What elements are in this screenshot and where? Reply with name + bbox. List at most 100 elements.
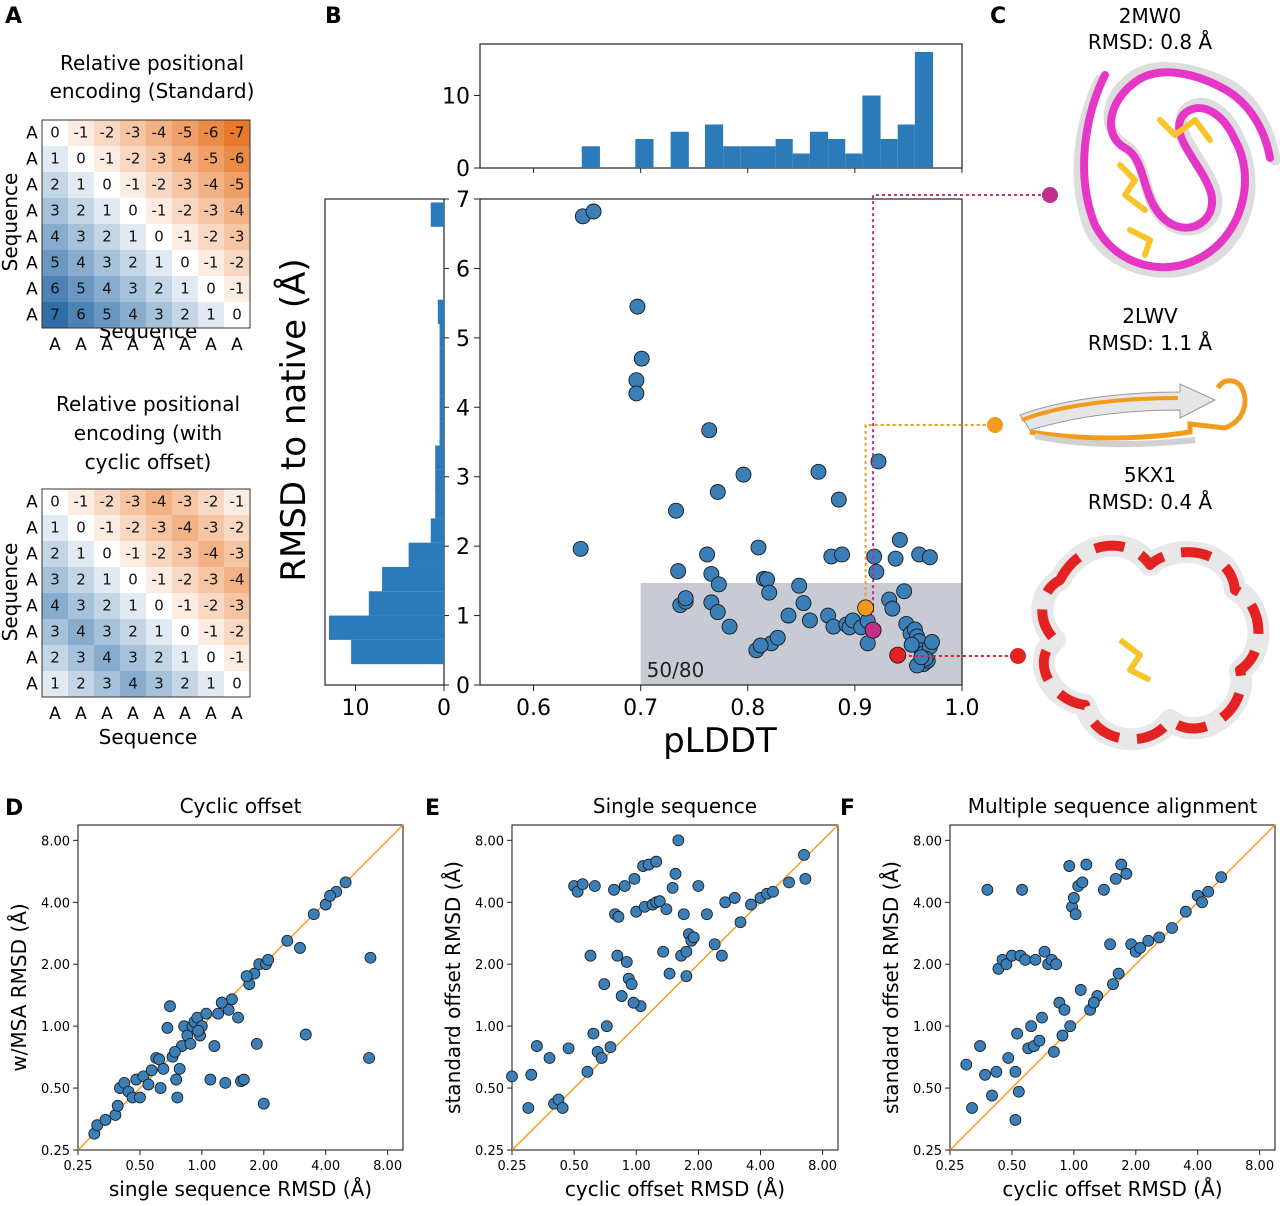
histogram-left-bar: [437, 299, 444, 324]
matrix-cell: [68, 619, 94, 645]
scatter-frame: [511, 824, 839, 1151]
scatter-xlabel: single sequence RMSD (Å): [109, 1177, 372, 1201]
scatter-point: [543, 1052, 556, 1064]
matrix-cell: [146, 671, 172, 697]
matrix-cell-value: 3: [50, 571, 60, 589]
scatter-xtick-label: 2.00: [684, 1159, 713, 1174]
matrix-cell: [146, 515, 172, 541]
matrix-cell-value: 3: [50, 623, 60, 641]
histogram-top-bar: [670, 131, 689, 168]
matrix-cell: [198, 489, 224, 515]
scatter-b-point: [628, 385, 645, 402]
scatter-point: [1033, 1034, 1046, 1047]
panel-label-b: B: [325, 4, 342, 29]
histogram-top-bar: [880, 139, 898, 168]
scatter-point: [1064, 1020, 1077, 1033]
scatter-point: [1063, 860, 1076, 872]
histogram-top-bar: [775, 139, 793, 168]
histogram-left-bar: [329, 615, 444, 640]
matrix-cell-value: -3: [152, 150, 167, 168]
matrix-cell-value: -1: [204, 254, 219, 272]
matrix-cell: [68, 224, 94, 250]
scatter-ytick-label: 2.00: [913, 958, 942, 973]
scatter-point: [680, 970, 693, 983]
scatter-point: [506, 1070, 518, 1083]
scatter-b-ytick-label: 7: [456, 188, 470, 213]
matrix-cell-value: 4: [102, 649, 112, 667]
scatter-b-ytick-label: 0: [456, 674, 470, 699]
scatter-b-xtick-label: 0.9: [837, 696, 872, 721]
scatter-ylabel: standard offset RMSD (Å): [879, 861, 903, 1114]
scatter-title: Multiple sequence alignment: [968, 794, 1258, 818]
histogram-top-ytick-label: 0: [456, 157, 470, 182]
scatter-cyclic-offset: 0.250.25 0.50 0.50 1.00 1.00 2.00 2.00 4.00 4.00…: [7, 794, 404, 1201]
scatter-point: [262, 953, 275, 966]
scatter-b-point: [868, 563, 885, 580]
histogram-top-bar: [704, 124, 724, 168]
matrix-cell: [94, 302, 120, 328]
matrix-cell-value: -1: [152, 202, 167, 220]
scatter-b-point: [810, 463, 827, 480]
histogram-top-bar: [740, 146, 759, 168]
matrix-cell: [198, 224, 224, 250]
matrix-cell: [146, 645, 172, 671]
scatter-point: [192, 1024, 205, 1037]
scatter-point: [1029, 953, 1042, 966]
scatter-point: [960, 1058, 973, 1071]
scatter-point: [618, 880, 631, 892]
matrix-cell-value: -3: [178, 545, 193, 563]
scatter-point: [701, 908, 713, 921]
scatter-point: [1038, 945, 1051, 958]
structure-3-cartoon: [1031, 534, 1270, 751]
matrix-cell-value: -3: [204, 571, 219, 589]
scatter-point: [1098, 883, 1110, 896]
scatter-point: [294, 942, 306, 954]
matrix-cell-value: 0: [154, 597, 164, 615]
scatter-b-point: [709, 604, 726, 621]
scatter-point: [745, 898, 757, 911]
matrix-cell: [42, 489, 68, 515]
matrix-cell-value: -6: [204, 124, 219, 142]
scatter-xtick-label: 8.00: [373, 1159, 402, 1174]
scatter-point: [666, 881, 679, 894]
matrix-cell-value: -2: [230, 254, 245, 272]
matrix-cell-value: 6: [76, 306, 86, 324]
scatter-b-ytick-label: 1: [456, 605, 470, 630]
scatter-b-point: [870, 453, 887, 470]
matrix-cell-value: 1: [154, 254, 164, 272]
matrix-cell-value: -5: [230, 176, 245, 194]
scatter-point: [604, 1041, 617, 1054]
scatter-xtick-label: 4.00: [311, 1159, 340, 1174]
matrix-col-label: A: [231, 704, 243, 724]
histogram-top-bar: [809, 131, 829, 168]
matrix-cell: [198, 250, 224, 276]
matrix-cell: [146, 302, 172, 328]
scatter-point: [677, 908, 690, 921]
matrix-cell-value: -4: [152, 124, 167, 142]
scatter-b-point: [866, 548, 883, 565]
scatter-b-point: [891, 531, 908, 548]
matrix-cell-value: 4: [128, 675, 138, 693]
scatter-point: [587, 1027, 600, 1040]
matrix-cell: [172, 224, 198, 250]
scatter-point: [171, 1091, 184, 1104]
scatter-point: [173, 1062, 186, 1075]
histogram-top-bar: [581, 146, 600, 168]
matrix-cell: [224, 120, 250, 146]
scatter-point: [581, 1065, 594, 1078]
scatter-point: [257, 1097, 270, 1110]
matrix-cell-value: -2: [230, 623, 245, 641]
matrix-cell: [68, 198, 94, 224]
scatter-b-ytick-label: 4: [456, 396, 470, 421]
matrix-cell: [94, 619, 120, 645]
matrix-cell-value: 2: [50, 649, 60, 667]
scatter-point: [990, 1065, 1003, 1078]
scatter-diagonal: [77, 824, 404, 1151]
scatter-point: [91, 1119, 104, 1132]
matrix-cell-value: 4: [102, 280, 112, 298]
scatter-point: [1016, 883, 1028, 896]
scatter-point: [111, 1099, 124, 1112]
matrix-cell-value: 4: [76, 623, 86, 641]
matrix-col-label: A: [127, 704, 139, 724]
matrix-cell-value: -3: [126, 124, 141, 142]
